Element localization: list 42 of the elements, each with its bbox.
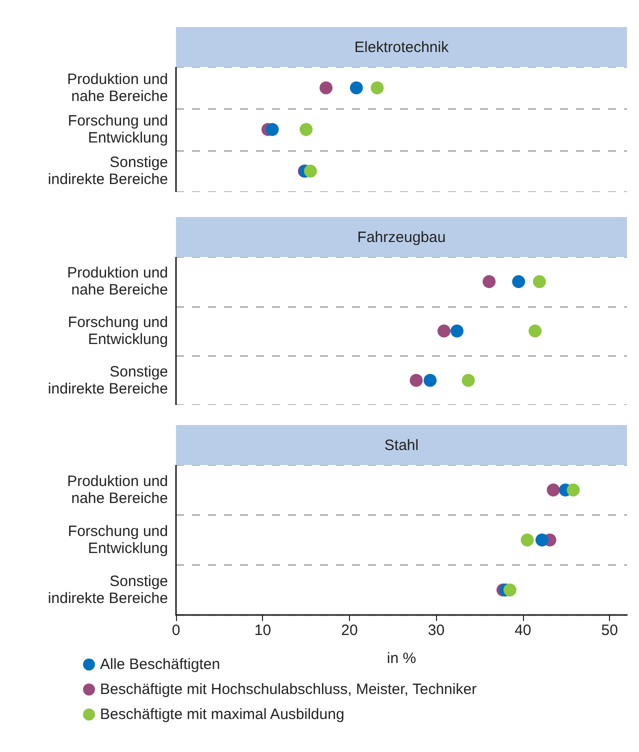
legend-label: Alle Beschäftigten: [100, 656, 220, 673]
point: [370, 81, 384, 94]
point: [266, 123, 279, 136]
y-tick-label: Produktion und nahe Bereiche: [67, 264, 168, 299]
y-tick-label: Produktion und nahe Bereiche: [67, 473, 168, 507]
y-tick-label: Sonstige indirekte Bereiche: [48, 154, 168, 188]
chart-title: Fahrzeugbau: [176, 217, 627, 257]
point: [450, 324, 464, 338]
point: [536, 534, 549, 546]
legend-label: Beschäftigte mit Hochschulabschluss, Meister, Techniker: [100, 681, 477, 698]
x-tick-label: 50: [601, 622, 618, 639]
chart-title: Elektrotechnik: [176, 27, 627, 67]
point: [410, 374, 423, 387]
y-tick-label: Forschung und Entwicklung: [68, 523, 168, 557]
y-tick-label: Forschung und Entwicklung: [68, 314, 168, 348]
point: [424, 374, 437, 387]
point: [320, 81, 333, 94]
x-tick-label: 0: [172, 622, 180, 639]
point: [528, 324, 542, 338]
chart-title: Stahl: [176, 425, 627, 465]
x-tick-label: 30: [428, 622, 445, 639]
x-tick-label: 20: [341, 622, 358, 639]
x-tick-label: 10: [254, 622, 272, 639]
point: [300, 123, 313, 136]
y-tick-label: Sonstige indirekte Bereiche: [48, 363, 168, 398]
x-tick-label: 40: [514, 622, 532, 639]
point: [566, 484, 580, 496]
point: [462, 374, 475, 387]
point: [350, 81, 363, 94]
point: [304, 164, 317, 178]
point: [438, 324, 450, 338]
point: [532, 275, 546, 288]
x-axis-title: in %: [386, 650, 416, 667]
y-tick-label: Produktion und nahe Bereiche: [67, 70, 168, 105]
point: [503, 584, 516, 596]
legend-label: Beschäftigte mit maximal Ausbildung: [100, 706, 344, 723]
point: [520, 534, 534, 546]
point: [512, 275, 526, 288]
point: [546, 484, 560, 496]
y-tick-label: Sonstige indirekte Bereiche: [48, 573, 168, 607]
y-tick-label: Forschung und Entwicklung: [68, 112, 168, 146]
point: [482, 275, 496, 288]
